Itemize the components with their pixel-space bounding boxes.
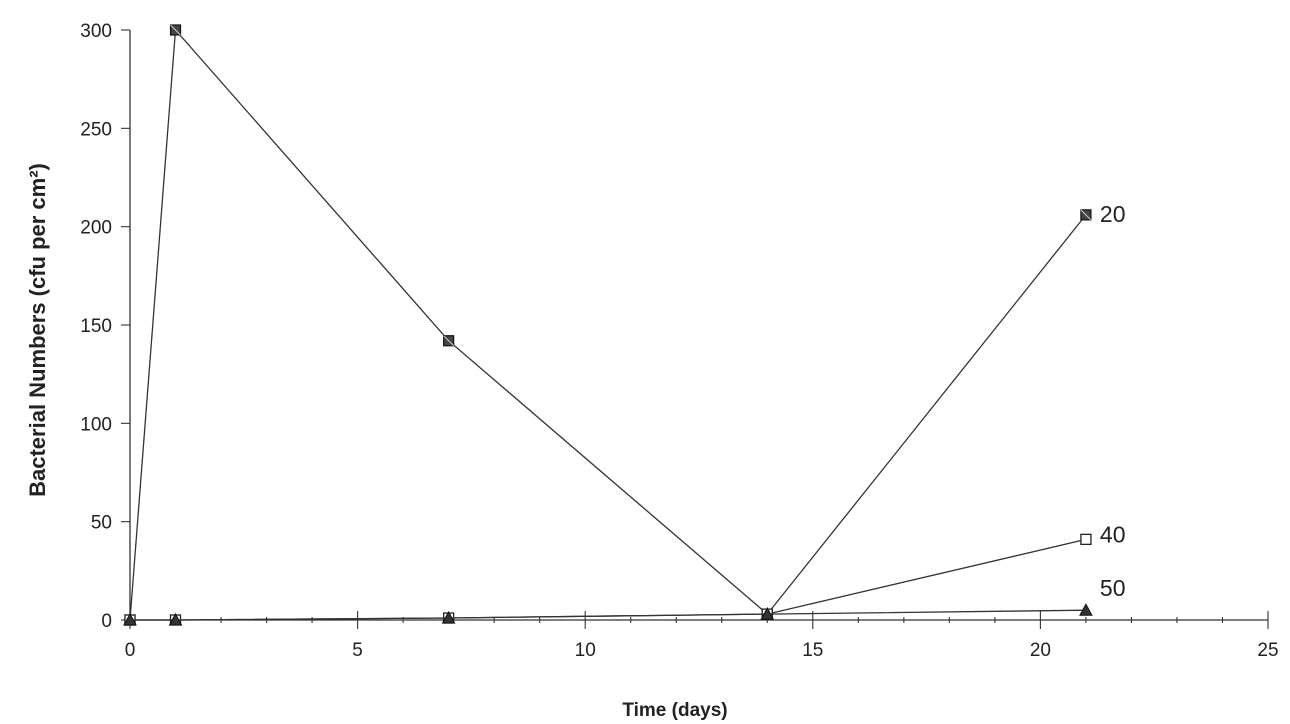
y-axis-title: Bacterial Numbers (cfu per cm²) xyxy=(25,163,50,497)
x-tick-label: 25 xyxy=(1257,640,1278,661)
series-line-20 xyxy=(129,28,1087,621)
data-point-triangle xyxy=(123,612,137,626)
data-point-open-square xyxy=(1080,533,1092,546)
data-point-triangle xyxy=(168,612,183,626)
y-tick-label: 200 xyxy=(80,218,112,239)
series-line-50 xyxy=(130,609,1086,621)
x-tick-label: 20 xyxy=(1030,640,1051,661)
series-label-50: 50 xyxy=(1100,575,1126,601)
data-point-triangle xyxy=(760,607,775,620)
series-50: 50 xyxy=(123,575,1126,626)
data-point-hatch xyxy=(170,24,181,36)
y-tick-label: 0 xyxy=(101,611,112,632)
series-layer: 20 40 50 xyxy=(123,24,1126,626)
x-tick-label: 15 xyxy=(802,640,823,661)
x-tick-label: 10 xyxy=(575,640,596,661)
x-axis-title: Time (days) xyxy=(622,700,727,721)
data-point-triangle xyxy=(1079,603,1093,616)
series-label-40: 40 xyxy=(1100,521,1126,547)
x-tick-label: 0 xyxy=(125,640,136,661)
series-40: 40 xyxy=(124,521,1126,626)
y-tick-label: 250 xyxy=(80,119,112,140)
y-tick-label: 100 xyxy=(80,414,112,435)
y-tick-label: 300 xyxy=(80,21,112,42)
data-point-triangle xyxy=(441,610,456,624)
x-tick-label: 5 xyxy=(352,640,363,661)
series-20: 20 xyxy=(124,24,1126,626)
series-line-40 xyxy=(130,538,1087,621)
y-tick-label: 150 xyxy=(80,316,112,337)
series-label-20: 20 xyxy=(1100,201,1126,227)
data-point-hatch xyxy=(1080,209,1092,221)
data-point-hatch xyxy=(443,335,454,347)
y-tick-label: 50 xyxy=(91,513,112,534)
